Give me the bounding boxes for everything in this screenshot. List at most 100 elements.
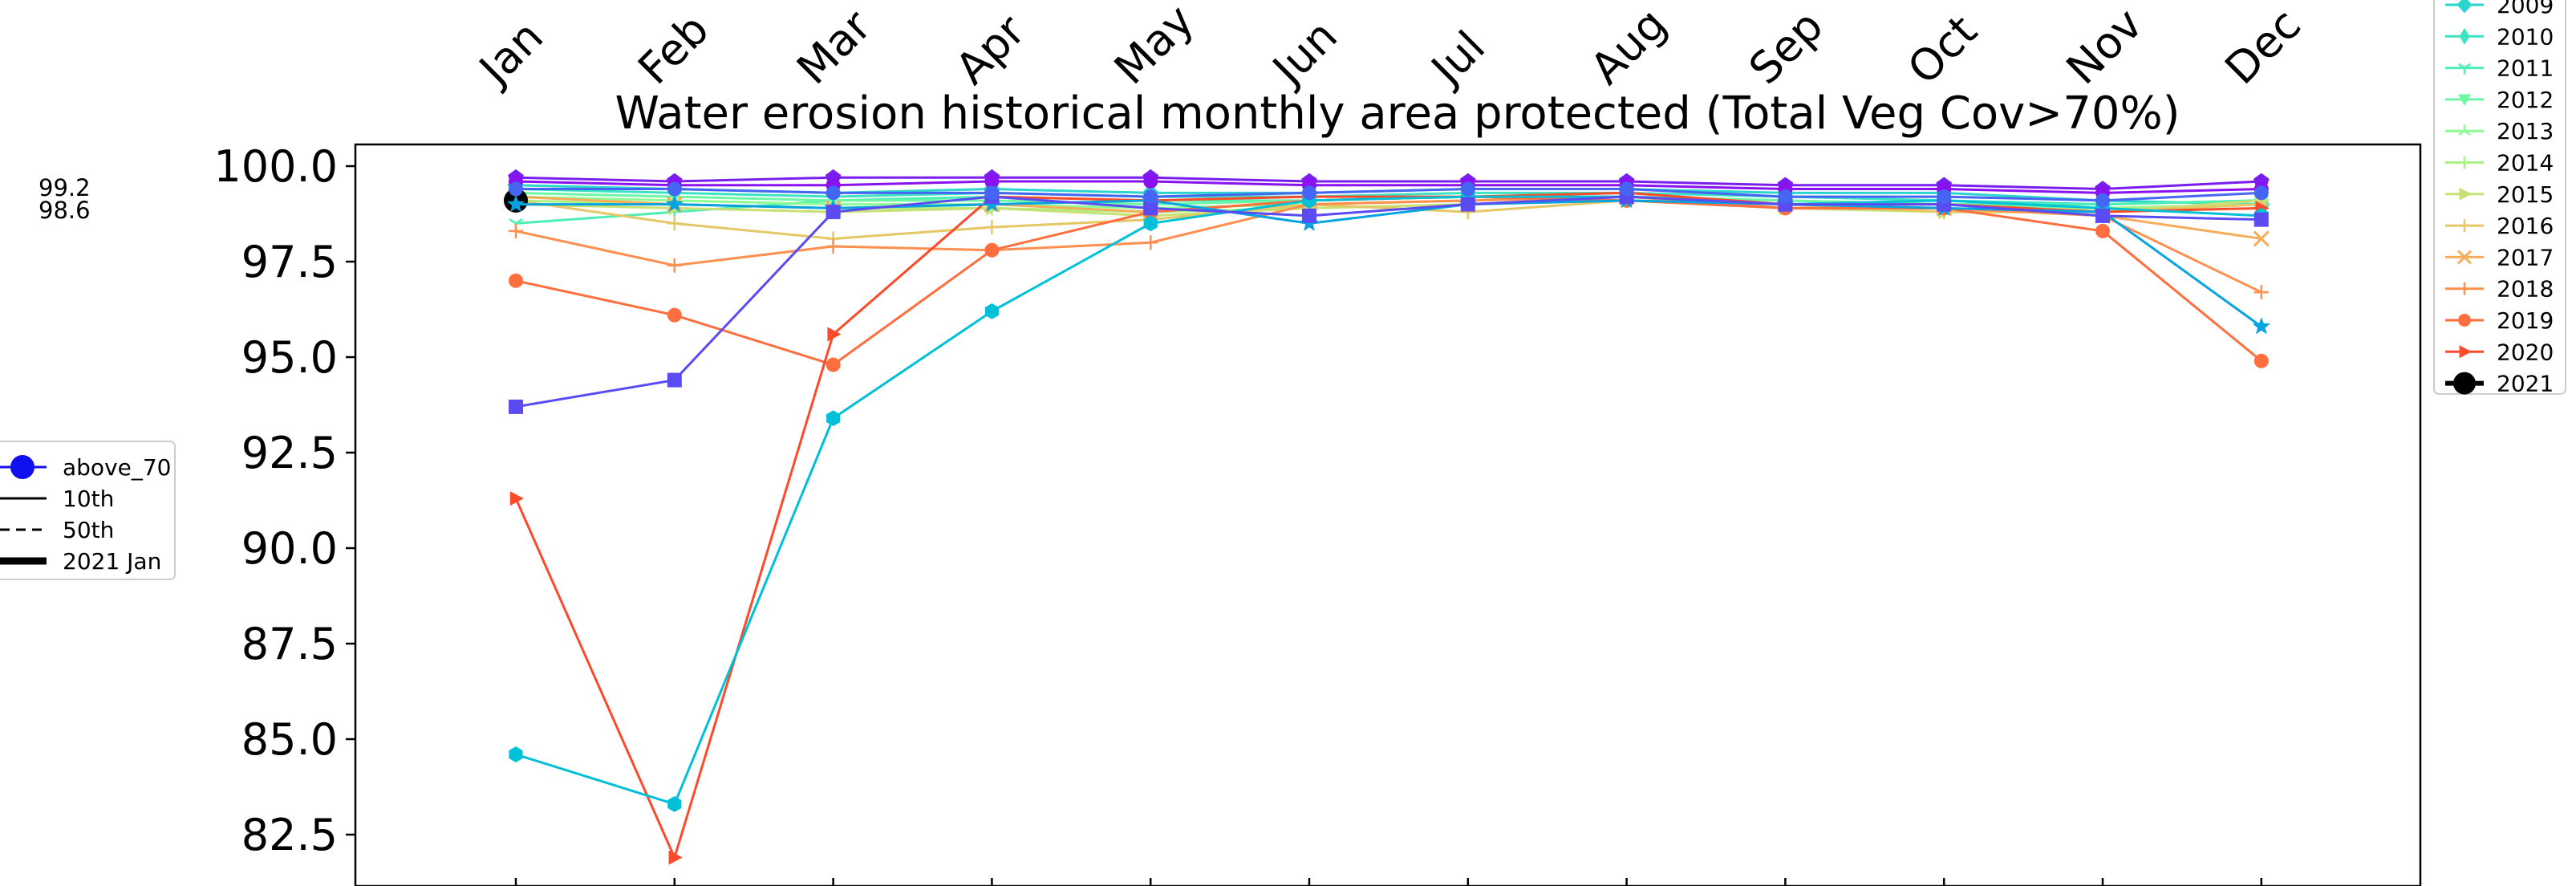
series-line xyxy=(516,199,2262,328)
data-point xyxy=(984,303,999,319)
legend-item-2013: 2013 xyxy=(2445,118,2554,144)
x-tick-label: May xyxy=(1105,0,1203,94)
legend-right: 2009 2010 2011 2012 2013 2014 2015 2016 2017 2018… xyxy=(2433,0,2566,397)
series-layer xyxy=(504,169,2270,865)
series-line xyxy=(515,195,2262,806)
legend-marker xyxy=(2458,124,2471,136)
y-tick-label: 87.5 xyxy=(241,619,338,669)
legend-marker xyxy=(10,455,34,479)
data-point xyxy=(984,185,1000,201)
data-point xyxy=(668,850,683,865)
legend-item-2019: 2019 xyxy=(2445,307,2554,334)
legend-marker xyxy=(2459,27,2470,45)
legend-label: 2018 xyxy=(2497,276,2554,303)
data-point xyxy=(826,185,841,201)
series-2020 xyxy=(509,185,2270,865)
data-point xyxy=(1778,189,1793,205)
legend-label: 2015 xyxy=(2497,181,2554,208)
data-point xyxy=(2095,223,2110,238)
data-point xyxy=(2253,230,2270,247)
y-tick-label: 100.0 xyxy=(213,141,338,192)
data-point xyxy=(509,491,524,506)
legend-label: 2017 xyxy=(2497,244,2554,270)
data-point xyxy=(2253,212,2269,227)
legend-item-2018: 2018 xyxy=(2445,276,2554,303)
x-tick-label: Aug xyxy=(1580,0,1676,94)
legend-item-2015: 2015 xyxy=(2445,181,2554,208)
chart-title: Water erosion historical monthly area pr… xyxy=(615,87,2180,140)
data-point xyxy=(509,273,523,288)
x-tick-label: Feb xyxy=(628,4,718,94)
series-line xyxy=(515,195,2262,367)
legend-marker xyxy=(2458,156,2471,169)
x-tick-label: Oct xyxy=(1898,6,1987,95)
legend-item-2017: 2017 xyxy=(2445,244,2554,270)
legend-marker xyxy=(2458,219,2471,233)
data-point xyxy=(2253,285,2269,300)
x-tick-label: Nov xyxy=(2057,0,2152,94)
legend-marker xyxy=(2458,314,2471,327)
series-unlabeled-15 xyxy=(509,189,2269,414)
y-tick-label: 85.0 xyxy=(241,714,338,765)
y-tick-label: 82.5 xyxy=(241,810,338,860)
data-point xyxy=(509,746,523,762)
legend-marker xyxy=(2459,345,2472,359)
data-point xyxy=(506,194,525,213)
series-line xyxy=(515,195,2262,408)
legend-left-item-above_70: above_70 xyxy=(0,454,172,481)
data-point xyxy=(667,372,682,388)
side-values: 99.2 98.6 xyxy=(39,174,91,224)
legend-label: 2019 xyxy=(2497,307,2554,334)
legend-label: 2010 xyxy=(2497,23,2554,50)
legend-left-frame xyxy=(0,441,176,580)
data-point xyxy=(826,357,841,372)
legend-marker xyxy=(2458,282,2471,295)
legend-label: 2020 xyxy=(2497,339,2554,365)
data-point xyxy=(826,205,841,220)
data-point xyxy=(1460,181,1475,197)
legend-label: above_70 xyxy=(63,454,172,481)
data-point xyxy=(984,220,1000,235)
data-point xyxy=(1302,185,1316,201)
legend-item-2010: 2010 xyxy=(2445,23,2554,50)
data-point xyxy=(984,242,1000,258)
legend-marker xyxy=(2456,250,2473,265)
data-point xyxy=(1143,189,1158,205)
series-line xyxy=(514,191,2262,861)
legend-marker xyxy=(2458,94,2471,106)
legend-left-item-10th: 10th xyxy=(0,486,114,512)
legend-marker xyxy=(2453,372,2476,395)
legend-label: 50th xyxy=(63,517,114,543)
legend-label: 10th xyxy=(63,486,114,512)
legend-marker xyxy=(2459,187,2472,201)
data-point xyxy=(509,399,523,414)
side-value-50th: 98.6 xyxy=(39,197,91,224)
series-unlabeled-18 xyxy=(509,181,2269,208)
legend-item-2021: 2021 xyxy=(2445,371,2554,397)
x-tick-label: Sep xyxy=(1739,1,1833,95)
series-line xyxy=(516,188,2262,202)
data-point xyxy=(509,223,523,238)
series-line xyxy=(515,180,2262,194)
legend-label: 2021 xyxy=(2497,371,2554,397)
data-point xyxy=(1937,189,1952,205)
legend-label: 2014 xyxy=(2497,150,2554,177)
legend-label: 2013 xyxy=(2497,118,2554,144)
data-point xyxy=(826,410,841,427)
data-point xyxy=(509,181,523,197)
y-axis: 82.5 85.0 87.5 90.0 92.5 95.0 97.5 100.0 xyxy=(213,141,355,860)
legend-label: 2016 xyxy=(2497,213,2554,239)
legend-left: above_70 10th 50th 2021 Jan xyxy=(0,441,176,580)
x-tick-label: Jul xyxy=(1420,22,1495,96)
data-point xyxy=(1143,174,1158,189)
legend-left-item-2021-Jan: 2021 Jan xyxy=(0,548,161,575)
data-point xyxy=(667,796,682,812)
legend-item-2009: 2009 xyxy=(2445,0,2554,18)
legend-item-2020: 2020 xyxy=(2445,339,2554,365)
data-point xyxy=(1302,208,1316,223)
legend-label: 2011 xyxy=(2497,55,2554,82)
legend-marker xyxy=(2456,0,2473,14)
data-point xyxy=(2095,193,2110,208)
series-2019 xyxy=(509,189,2269,372)
